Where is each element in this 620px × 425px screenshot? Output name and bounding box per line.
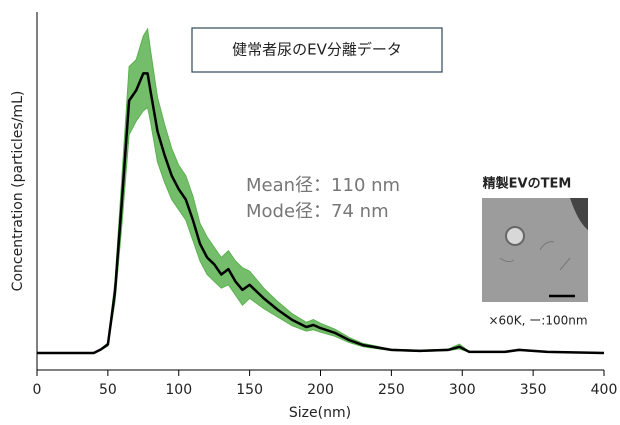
- x-tick-label: 400: [591, 382, 618, 398]
- y-axis-label: Concentration (particles/mL): [10, 91, 26, 292]
- x-tick-label: 250: [378, 382, 405, 398]
- chart: 健常者尿のEV分離データ Mean径：110 nm Mode径：74 nm 精製…: [0, 0, 620, 425]
- x-tick-label: 300: [449, 382, 476, 398]
- x-tick-label: 350: [520, 382, 547, 398]
- chart-title: 健常者尿のEV分離データ: [232, 41, 402, 59]
- x-tick-label: 50: [99, 382, 117, 398]
- x-axis-label: Size(nm): [289, 405, 351, 421]
- x-tick-label: 200: [307, 382, 334, 398]
- x-tick-label: 150: [236, 382, 263, 398]
- inset-title: 精製EVのTEM: [483, 176, 572, 192]
- x-tick-label: 0: [33, 382, 42, 398]
- tem-image: [482, 198, 588, 302]
- annotation: Mean径：110 nm: [246, 175, 400, 196]
- annotation: Mode径：74 nm: [246, 201, 389, 222]
- x-tick-label: 100: [165, 382, 192, 398]
- inset-caption: ×60K, ー:100nm: [488, 314, 587, 328]
